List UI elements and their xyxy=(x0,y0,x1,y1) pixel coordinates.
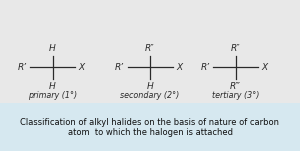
Text: R’: R’ xyxy=(200,63,209,72)
Text: H: H xyxy=(49,44,56,53)
Text: secondary (2°): secondary (2°) xyxy=(120,91,180,100)
Text: X: X xyxy=(262,63,268,72)
Text: primary (1°): primary (1°) xyxy=(28,91,77,100)
Text: R″: R″ xyxy=(145,44,155,53)
Text: H: H xyxy=(49,82,56,91)
Text: X: X xyxy=(176,63,182,72)
Text: Classification of alkyl halides on the basis of nature of carbon
atom  to which : Classification of alkyl halides on the b… xyxy=(20,117,280,137)
Text: R″: R″ xyxy=(231,44,240,53)
Text: R’: R’ xyxy=(17,63,26,72)
FancyBboxPatch shape xyxy=(0,103,300,151)
Text: R’: R’ xyxy=(115,63,124,72)
Text: H: H xyxy=(147,82,153,91)
Text: X: X xyxy=(79,63,85,72)
Text: tertiary (3°): tertiary (3°) xyxy=(212,91,259,100)
Text: R‴: R‴ xyxy=(230,82,241,91)
